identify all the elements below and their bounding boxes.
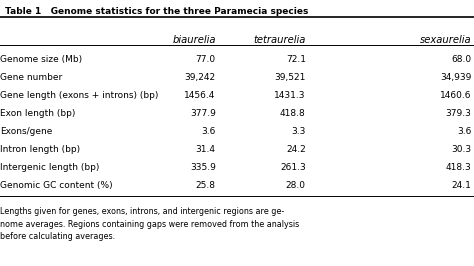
Text: Genomic GC content (%): Genomic GC content (%) bbox=[0, 181, 113, 190]
Text: 39,242: 39,242 bbox=[184, 73, 216, 82]
Text: Intergenic length (bp): Intergenic length (bp) bbox=[0, 163, 100, 172]
Text: 24.2: 24.2 bbox=[286, 145, 306, 154]
Text: tetraurelia: tetraurelia bbox=[254, 35, 306, 45]
Text: Exon length (bp): Exon length (bp) bbox=[0, 109, 75, 118]
Text: 24.1: 24.1 bbox=[452, 181, 472, 190]
Text: 77.0: 77.0 bbox=[196, 55, 216, 64]
Text: Table 1   Genome statistics for the three Paramecia species: Table 1 Genome statistics for the three … bbox=[5, 7, 308, 16]
Text: 25.8: 25.8 bbox=[196, 181, 216, 190]
Text: Gene number: Gene number bbox=[0, 73, 62, 82]
Text: 30.3: 30.3 bbox=[452, 145, 472, 154]
Text: 1431.3: 1431.3 bbox=[274, 91, 306, 100]
Text: Exons/gene: Exons/gene bbox=[0, 127, 52, 136]
Text: 377.9: 377.9 bbox=[190, 109, 216, 118]
Text: Intron length (bp): Intron length (bp) bbox=[0, 145, 80, 154]
Text: 1456.4: 1456.4 bbox=[184, 91, 216, 100]
Text: 34,939: 34,939 bbox=[440, 73, 472, 82]
Text: biaurelia: biaurelia bbox=[172, 35, 216, 45]
Text: 379.3: 379.3 bbox=[446, 109, 472, 118]
Text: 335.9: 335.9 bbox=[190, 163, 216, 172]
Text: Genome size (Mb): Genome size (Mb) bbox=[0, 55, 82, 64]
Text: 418.8: 418.8 bbox=[280, 109, 306, 118]
Text: 31.4: 31.4 bbox=[196, 145, 216, 154]
Text: 3.6: 3.6 bbox=[201, 127, 216, 136]
Text: Gene length (exons + introns) (bp): Gene length (exons + introns) (bp) bbox=[0, 91, 158, 100]
Text: 1460.6: 1460.6 bbox=[440, 91, 472, 100]
Text: 418.3: 418.3 bbox=[446, 163, 472, 172]
Text: 39,521: 39,521 bbox=[274, 73, 306, 82]
Text: Lengths given for genes, exons, introns, and intergenic regions are ge-
nome ave: Lengths given for genes, exons, introns,… bbox=[0, 207, 299, 241]
Text: 72.1: 72.1 bbox=[286, 55, 306, 64]
Text: sexaurelia: sexaurelia bbox=[420, 35, 472, 45]
Text: 261.3: 261.3 bbox=[280, 163, 306, 172]
Text: 3.6: 3.6 bbox=[457, 127, 472, 136]
Text: 28.0: 28.0 bbox=[286, 181, 306, 190]
Text: 68.0: 68.0 bbox=[452, 55, 472, 64]
Text: 3.3: 3.3 bbox=[292, 127, 306, 136]
